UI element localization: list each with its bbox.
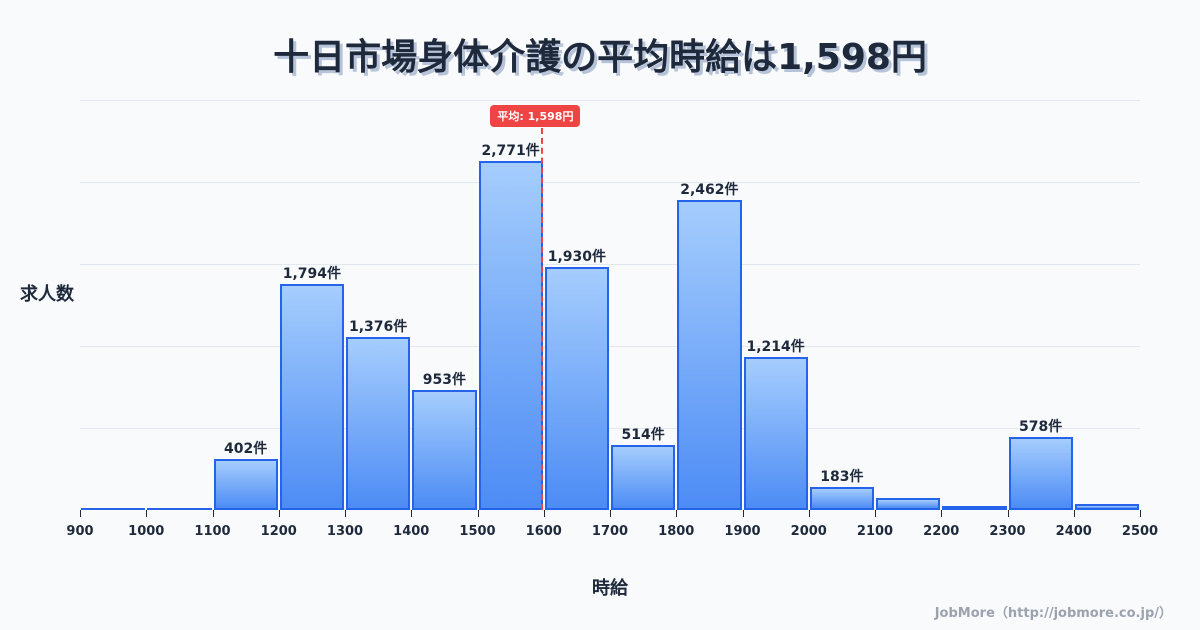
x-tick [875,510,876,517]
x-tick-label: 1900 [724,524,761,539]
gridline [80,100,1140,101]
histogram-bar[interactable] [1074,504,1139,510]
x-tick-label: 2400 [1055,524,1092,539]
histogram-bar[interactable] [809,487,874,510]
histogram-bar[interactable] [213,459,278,510]
x-tick [411,510,413,517]
average-line [541,128,544,510]
x-tick-label: 1100 [194,524,231,539]
bar-value-label: 514件 [621,427,665,443]
gridline [80,182,1140,183]
bar-value-label: 2,771件 [481,143,540,159]
histogram-bar[interactable] [279,284,344,510]
gridline [80,428,1140,429]
histogram-bar[interactable] [412,390,477,510]
y-axis-label: 求人数 [20,284,74,305]
histogram-bar[interactable] [677,200,742,510]
x-tick-label: 1300 [326,524,364,539]
histogram-bar[interactable] [876,498,941,510]
bar-value-label: 402件 [224,441,268,457]
x-tick-label: 1700 [591,524,629,539]
x-tick [808,510,810,517]
x-tick-label: 2300 [989,524,1026,539]
average-badge: 平均: 1,598円 [490,105,581,127]
x-tick-label: 2200 [923,524,960,539]
bar-value-label: 183件 [820,469,864,485]
x-tick [212,510,214,517]
histogram-bar[interactable] [743,357,808,510]
x-tick-label: 1000 [128,524,165,539]
histogram-bar[interactable] [81,508,146,510]
x-axis-label: 時給 [592,578,628,599]
x-tick [80,510,81,517]
x-tick [676,510,678,517]
histogram-bar[interactable] [1008,437,1073,510]
bar-value-label: 578件 [1019,419,1063,435]
bar-value-label: 1,376件 [348,319,408,335]
x-tick-label: 1800 [658,524,695,539]
bar-value-label: 1,794件 [282,266,342,282]
x-tick-label: 2000 [790,524,827,539]
x-tick [1140,510,1141,517]
x-tick-label: 2100 [856,524,894,539]
x-tick [610,510,611,517]
bar-value-label: 953件 [422,372,466,388]
x-tick [477,510,479,517]
x-tick [278,510,280,517]
bar-value-label: 2,462件 [680,182,739,198]
bar-value-label: 1,930件 [547,249,607,265]
gridline [80,346,1140,347]
chart-title: 十日市場身体介護の平均時給は1,598円 [273,37,927,78]
x-tick [146,510,148,517]
histogram-bar[interactable] [478,161,543,510]
x-tick-label: 2500 [1121,524,1159,539]
x-tick-label: 1400 [393,524,430,539]
histogram-bar[interactable] [147,508,212,510]
x-tick [1073,510,1075,517]
histogram-bar[interactable] [611,445,676,510]
bar-value-label: 1,214件 [746,339,805,355]
x-tick [742,510,744,517]
x-tick [1007,510,1009,517]
x-tick [941,510,943,517]
histogram-bar[interactable] [544,267,609,510]
x-tick-label: 1600 [525,524,562,539]
x-tick [543,510,545,517]
x-tick [345,510,346,517]
credit-text: JobMore（http://jobmore.co.jp/） [934,606,1172,621]
histogram-bar[interactable] [346,337,411,510]
x-tick-label: 1200 [260,524,297,539]
x-tick-label: 1500 [459,524,496,539]
histogram-bar[interactable] [942,506,1007,510]
gridline [80,264,1140,265]
x-tick-label: 900 [66,524,94,539]
